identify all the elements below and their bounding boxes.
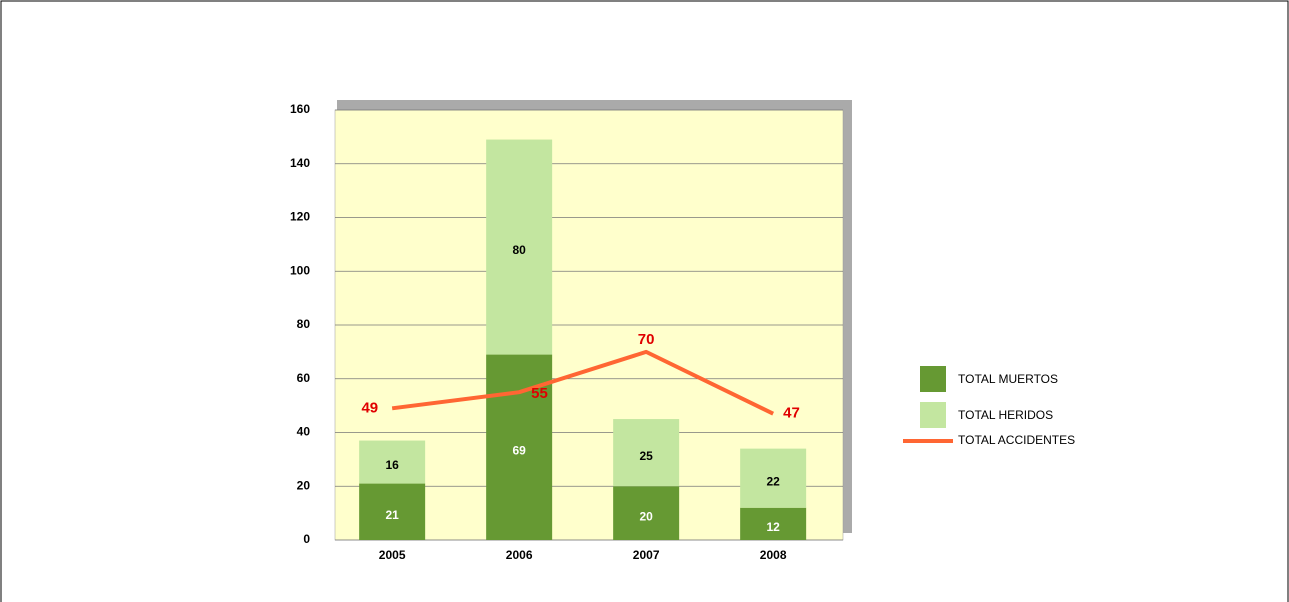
y-tick-label: 60 (297, 371, 311, 385)
x-tick-label: 2007 (633, 548, 660, 562)
line-label: 70 (638, 331, 655, 348)
bar-label: 20 (639, 509, 653, 523)
line-label: 47 (783, 405, 800, 422)
legend-label: TOTAL HERIDOS (958, 408, 1053, 422)
bar-label: 22 (766, 474, 780, 488)
legend-label: TOTAL ACCIDENTES (958, 433, 1075, 447)
line-label: 49 (361, 399, 378, 416)
bar (359, 440, 426, 484)
bar (740, 507, 807, 540)
legend-swatch (920, 402, 946, 428)
bar (613, 486, 680, 540)
line-label: 55 (531, 385, 548, 402)
y-tick-label: 140 (290, 156, 310, 170)
bar (740, 448, 807, 508)
bar-label: 12 (766, 520, 780, 534)
legend-swatch (920, 366, 946, 392)
line (391, 349, 775, 416)
bar (486, 139, 553, 355)
bar-label: 80 (512, 243, 526, 257)
x-tick-label: 2005 (379, 548, 406, 562)
bar-label: 25 (639, 449, 653, 463)
bar (613, 419, 680, 487)
y-tick-label: 100 (290, 263, 310, 277)
legend-label: TOTAL MUERTOS (958, 372, 1058, 386)
y-tick-label: 80 (297, 317, 311, 331)
y-tick-label: 160 (290, 102, 310, 116)
bar-label: 69 (512, 443, 526, 457)
bar-label: 21 (385, 508, 399, 522)
y-tick-label: 120 (290, 210, 310, 224)
y-tick-label: 40 (297, 425, 311, 439)
bar-label: 16 (385, 458, 399, 472)
x-tick-label: 2006 (506, 548, 533, 562)
x-tick-label: 2008 (760, 548, 787, 562)
y-tick-label: 20 (297, 478, 311, 492)
y-tick-label: 0 (303, 532, 310, 546)
bar (359, 483, 426, 540)
